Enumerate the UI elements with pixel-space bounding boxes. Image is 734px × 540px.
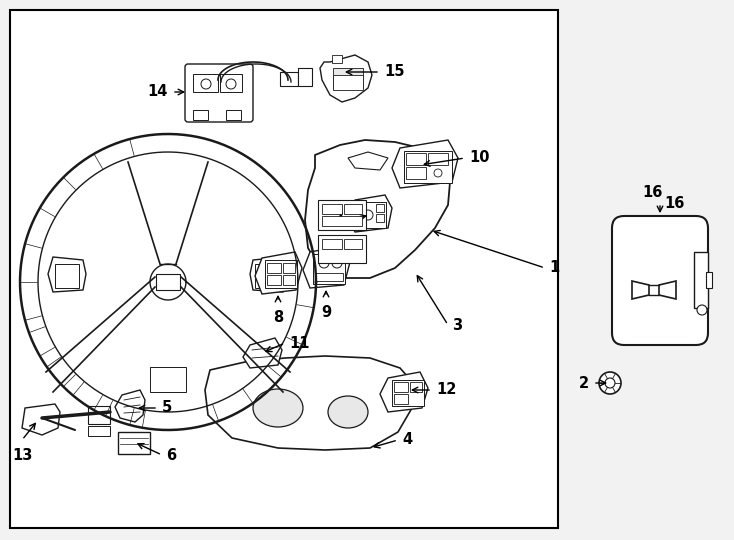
Text: 10: 10 [469,151,490,165]
Bar [406,167,426,179]
Bar [358,202,386,228]
Text: 4: 4 [402,433,412,448]
Polygon shape [348,152,388,170]
Circle shape [201,79,211,89]
Polygon shape [305,140,450,278]
Bar [322,216,362,226]
Circle shape [226,79,236,89]
Text: 15: 15 [384,64,404,79]
Polygon shape [250,257,288,292]
Text: 2: 2 [579,375,589,390]
Bar [265,260,297,288]
Polygon shape [392,140,458,188]
Bar [322,239,342,249]
Bar [706,272,712,288]
Bar [226,110,241,120]
Bar [255,264,279,288]
Bar [394,382,408,392]
Text: 14: 14 [148,84,168,99]
Bar [267,263,281,273]
Bar [333,68,363,88]
Bar [344,239,362,249]
Ellipse shape [253,389,303,427]
Polygon shape [320,55,372,102]
Polygon shape [22,404,60,435]
Circle shape [319,258,329,268]
Bar [156,274,180,290]
Text: 5: 5 [162,401,172,415]
Text: 9: 9 [321,305,331,320]
Bar [88,426,110,436]
Polygon shape [303,246,350,288]
Bar [332,55,342,63]
Text: 16: 16 [664,195,684,211]
Circle shape [697,305,707,315]
FancyBboxPatch shape [118,432,150,454]
Bar [313,254,345,284]
Bar [410,382,422,392]
Bar [694,252,708,308]
Bar [193,110,208,120]
Text: 6: 6 [166,448,176,462]
Bar [376,214,384,222]
Bar [406,153,426,165]
Bar [283,263,295,273]
Bar [322,204,342,214]
Text: 11: 11 [289,335,310,350]
Circle shape [332,258,342,268]
Polygon shape [205,356,415,450]
Bar [280,72,298,86]
Text: 1: 1 [549,260,559,275]
Bar [220,74,242,92]
Polygon shape [243,338,282,368]
Bar [318,200,366,230]
Text: 3: 3 [452,318,462,333]
Polygon shape [115,390,145,422]
Polygon shape [380,372,428,412]
Bar [394,394,408,404]
Text: 16: 16 [642,185,662,200]
Bar [392,380,424,406]
Polygon shape [348,195,392,232]
Bar [193,74,218,92]
Circle shape [605,378,615,388]
Bar [376,204,384,212]
Text: 13: 13 [12,448,32,463]
Text: 12: 12 [436,382,457,397]
Circle shape [363,210,373,220]
Bar [283,275,295,285]
Bar [428,153,448,165]
Polygon shape [255,252,302,294]
Bar [267,275,281,285]
Bar [318,235,366,263]
Bar [344,204,362,214]
Bar [298,68,312,86]
Circle shape [262,280,270,288]
Text: 8: 8 [273,310,283,325]
Bar [150,367,186,392]
Bar [88,406,110,424]
Circle shape [434,169,442,177]
Circle shape [599,372,621,394]
Bar [333,75,363,90]
Ellipse shape [328,396,368,428]
Bar [404,151,452,183]
Bar [315,273,343,281]
Bar [55,264,79,288]
Polygon shape [48,257,86,292]
Text: 7: 7 [334,213,344,227]
FancyBboxPatch shape [612,216,708,345]
Bar [10,10,558,528]
FancyBboxPatch shape [185,64,253,122]
